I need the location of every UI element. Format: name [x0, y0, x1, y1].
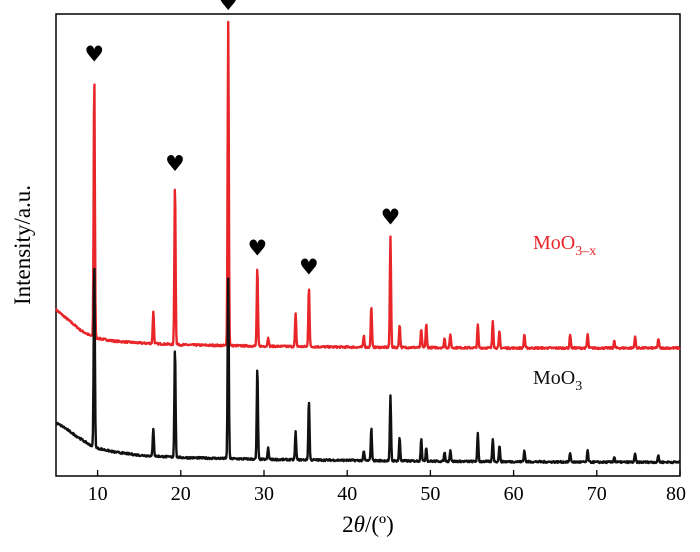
x-tick-label: 50: [420, 483, 440, 505]
series-label-moo3-x-sub: 3–x: [575, 244, 596, 259]
x-axis: 10 20 30 40 50 60 70 80: [88, 470, 686, 505]
y-axis-title: Intensity/a.u.: [10, 185, 35, 305]
peak-marker-heart: ♥: [381, 205, 401, 230]
plot-frame: [55, 13, 681, 477]
x-tick-label: 20: [171, 483, 191, 505]
x-tick-label: 40: [337, 483, 357, 505]
series-line-moo3-x: [54, 20, 681, 351]
series-label-moo3-sub: 3: [575, 379, 582, 394]
series-layer: [54, 20, 681, 465]
x-tick-label: 60: [504, 483, 524, 505]
x-axis-title-unit: /(º): [365, 512, 394, 537]
x-tick-label: 10: [88, 483, 108, 505]
peak-marker-heart: ♥: [247, 237, 267, 262]
x-tick-label: 80: [666, 483, 686, 505]
x-axis-title-variable: θ: [354, 512, 365, 537]
peak-marker-heart: ♥: [218, 0, 238, 16]
peak-marker-heart: ♥: [84, 43, 104, 68]
peak-marker-heart: ♥: [299, 256, 319, 281]
series-label-moo3: MoO3: [533, 367, 582, 394]
x-tick-label: 70: [587, 483, 607, 505]
x-tick-label: 30: [254, 483, 274, 505]
peak-marker-heart: ♥: [165, 152, 185, 177]
x-axis-title: 2θ/(º): [342, 512, 394, 537]
series-label-moo3-base: MoO: [533, 367, 575, 389]
x-axis-title-prefix: 2: [342, 512, 354, 537]
series-label-moo3-x-base: MoO: [533, 232, 575, 254]
peak-markers: ♥ ♥ ♥ ♥ ♥ ♥: [84, 0, 400, 281]
series-line-moo3: [55, 267, 681, 465]
series-label-moo3-x: MoO3–x: [533, 232, 596, 259]
